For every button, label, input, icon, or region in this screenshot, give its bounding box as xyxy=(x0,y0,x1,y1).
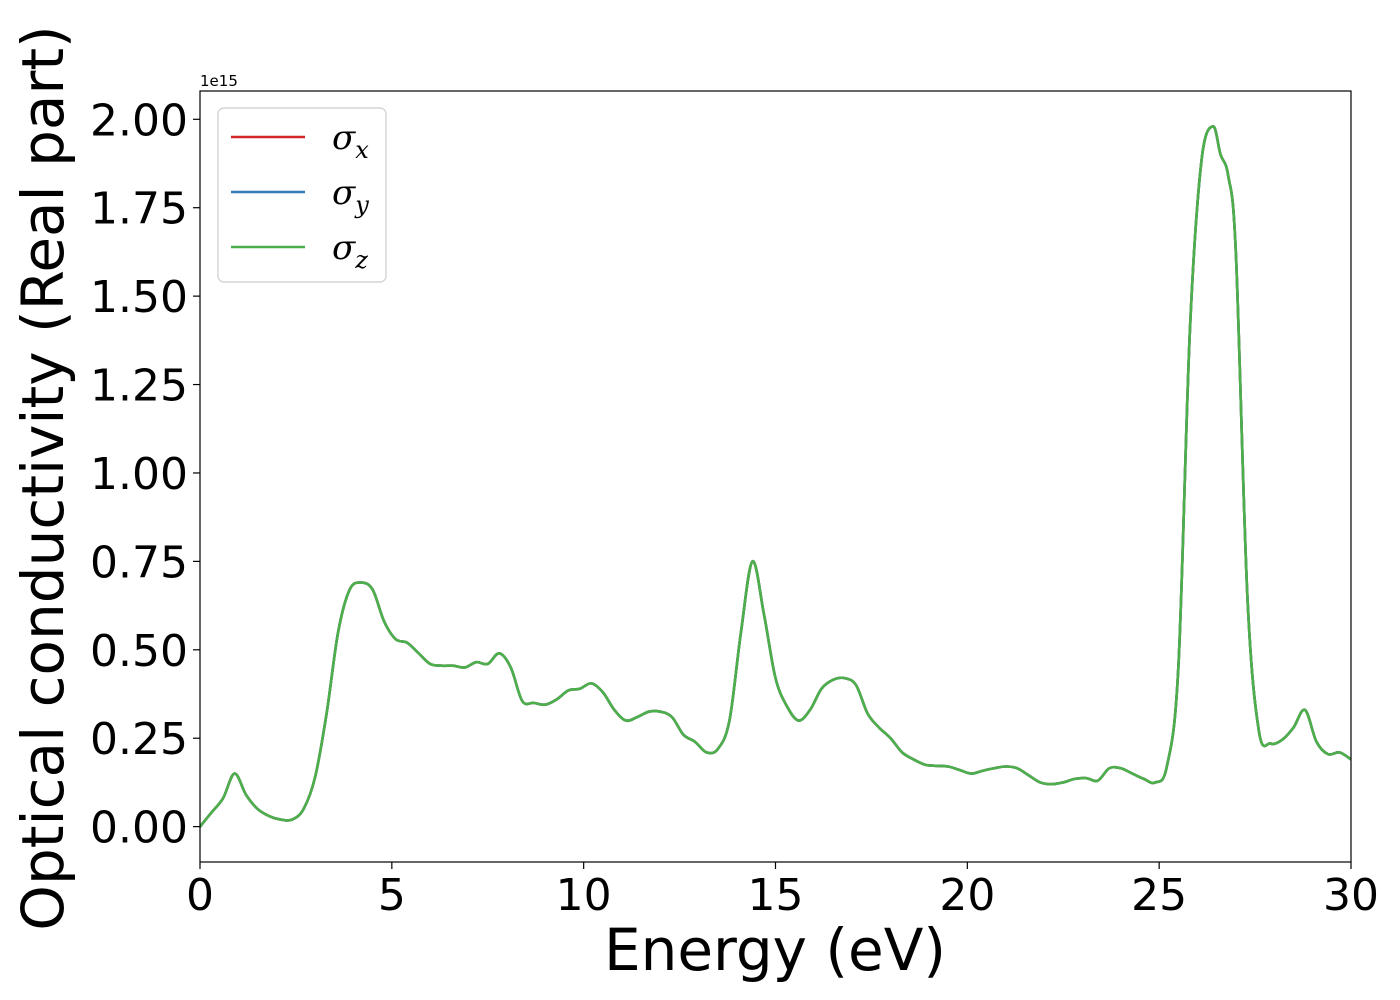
y-axis-label: Optical conductivity (Real part) xyxy=(9,25,77,930)
y-axis-ticks: 0.00 0.25 0.50 0.75 1.00 1.25 1.50 1.75 2.00 xyxy=(90,95,200,854)
y-tick-label: 0.25 xyxy=(90,714,188,765)
y-offset-label: 1e15 xyxy=(200,72,238,90)
y-tick-label: 1.25 xyxy=(90,361,188,412)
x-axis-label: Energy (eV) xyxy=(604,916,946,984)
y-tick-label: 0.75 xyxy=(90,537,188,588)
legend-subscript: y xyxy=(354,191,369,219)
x-tick-label: 5 xyxy=(378,870,406,921)
legend-symbol: σ xyxy=(332,228,356,268)
legend-label-sigma-z: σz xyxy=(332,228,368,274)
y-tick-label: 1.00 xyxy=(90,449,188,500)
series-layer xyxy=(200,125,1351,828)
y-tick-label: 0.00 xyxy=(90,803,188,854)
y-tick-label: 0.50 xyxy=(90,626,188,677)
legend-symbol: σ xyxy=(332,173,356,213)
legend-box xyxy=(217,107,387,283)
legend-subscript: z xyxy=(354,246,368,274)
y-tick-label: 1.75 xyxy=(90,184,188,235)
x-tick-label: 20 xyxy=(939,870,995,921)
series-line-sigma-z xyxy=(200,125,1351,828)
y-tick-label: 2.00 xyxy=(90,95,188,146)
legend-subscript: x xyxy=(355,136,369,164)
x-tick-label: 10 xyxy=(556,870,612,921)
y-tick-label: 1.50 xyxy=(90,272,188,323)
x-tick-label: 0 xyxy=(186,870,214,921)
legend-label-sigma-y: σy xyxy=(332,173,369,219)
x-tick-label: 30 xyxy=(1323,870,1379,921)
x-axis-ticks: 0 5 10 15 20 25 30 xyxy=(186,862,1379,921)
legend-symbol: σ xyxy=(332,118,356,158)
x-tick-label: 25 xyxy=(1131,870,1187,921)
x-tick-label: 15 xyxy=(748,870,804,921)
legend-label-sigma-x: σx xyxy=(332,118,369,164)
